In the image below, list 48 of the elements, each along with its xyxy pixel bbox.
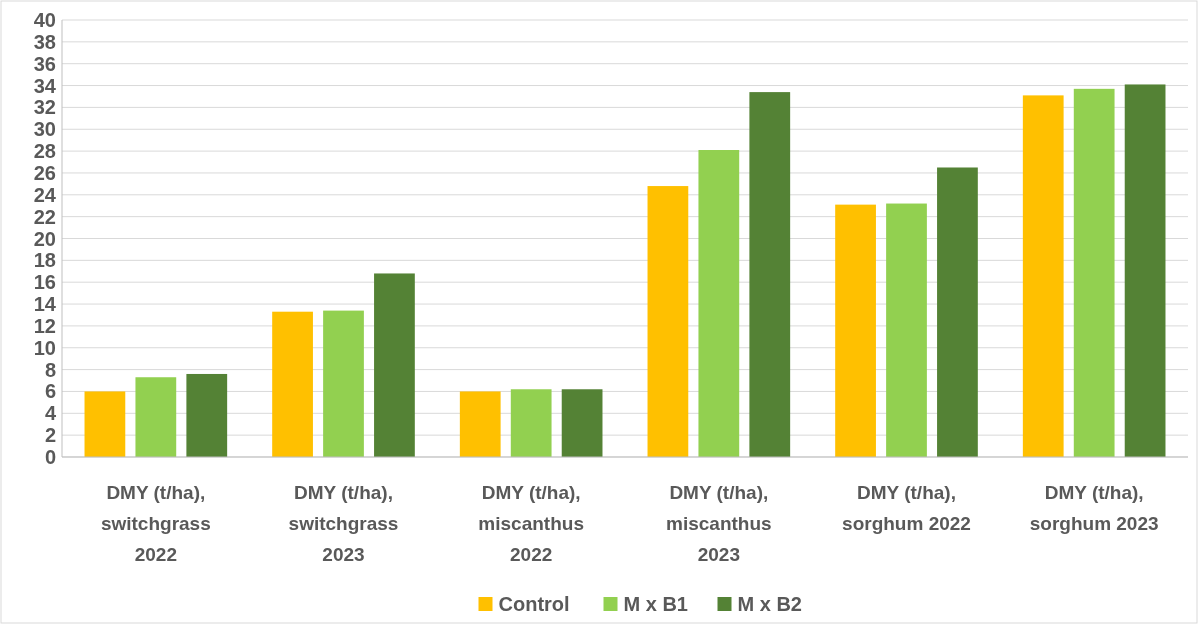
bar xyxy=(510,389,552,457)
y-tick-label: 34 xyxy=(33,74,57,97)
y-tick-label: 16 xyxy=(33,271,56,294)
y-tick-label: 18 xyxy=(33,249,56,272)
bar xyxy=(1073,88,1115,457)
bar xyxy=(698,150,740,457)
bar xyxy=(835,204,876,457)
bar xyxy=(135,377,177,457)
y-tick-label: 26 xyxy=(33,161,56,184)
y-tick-label: 36 xyxy=(33,52,56,75)
bar xyxy=(323,310,364,457)
y-tick-label: 32 xyxy=(33,96,56,119)
x-tick-label: DMY (t/ha), miscanthus 2022 xyxy=(478,482,584,565)
y-tick-label: 4 xyxy=(44,402,57,425)
y-tick-label: 40 xyxy=(33,9,56,31)
y-tick-label: 14 xyxy=(33,293,57,316)
y-tick-label: 10 xyxy=(33,336,56,359)
bar xyxy=(186,373,228,457)
y-tick-label: 24 xyxy=(33,183,57,206)
bar xyxy=(1124,84,1166,457)
y-tick-label: 12 xyxy=(33,314,56,337)
y-tick-label: 2 xyxy=(44,424,56,447)
x-tick-label: DMY (t/ha), sorghum 2022 xyxy=(842,482,971,534)
legend-label: M x B1 xyxy=(623,593,688,615)
legend-label: Control xyxy=(498,593,570,615)
y-tick-label: 38 xyxy=(33,30,56,53)
y-tick-label: 30 xyxy=(33,118,56,141)
bar xyxy=(937,167,978,457)
bar xyxy=(374,273,415,457)
x-tick-label: DMY (t/ha), miscanthus 2023 xyxy=(666,482,772,565)
x-tick-label: DMY (t/ha), switchgrass 2023 xyxy=(288,482,399,565)
bar xyxy=(84,391,126,457)
bar xyxy=(749,92,791,457)
x-tick-label: DMY (t/ha), switchgrass 2022 xyxy=(100,482,211,565)
y-tick-label: 8 xyxy=(44,358,56,381)
y-tick-label: 0 xyxy=(44,446,56,468)
legend-label: M x B2 xyxy=(737,593,802,615)
bar xyxy=(886,203,927,457)
y-tick-label: 28 xyxy=(33,140,56,163)
y-tick-label: 6 xyxy=(44,380,56,403)
bar xyxy=(647,186,689,457)
bar xyxy=(1022,95,1064,457)
bar xyxy=(561,389,603,457)
bar xyxy=(459,391,501,457)
bar xyxy=(272,311,313,457)
x-tick-label: DMY (t/ha), sorghum 2023 xyxy=(1029,482,1159,534)
y-tick-label: 22 xyxy=(33,205,56,228)
y-tick-label: 20 xyxy=(33,227,56,250)
